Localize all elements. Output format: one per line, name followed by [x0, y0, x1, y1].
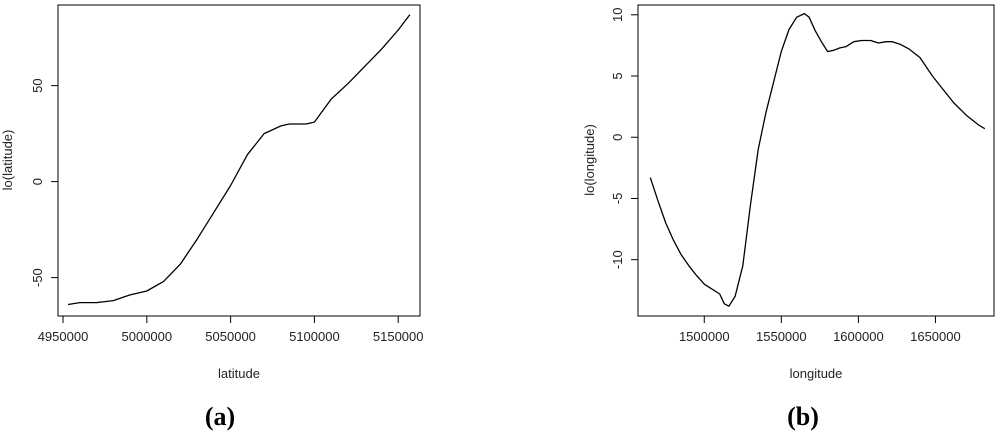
panel-a-x-tick-label: 5150000	[373, 329, 424, 344]
panel-b-x-tick-label: 1550000	[756, 329, 807, 344]
panel-a: 4950000 5000000 5050000 5100000 5150000 -50 0…	[0, 4, 424, 431]
panel-b-y-tick-label: 10	[610, 8, 625, 22]
panel-b-label: (b)	[787, 402, 819, 431]
panel-b-y-tick-label: -5	[610, 193, 625, 205]
panel-a-x-tick-label: 5050000	[205, 329, 256, 344]
panel-b: 1500000 1550000 1600000 1650000 -10 -5 0 5 10 l…	[582, 4, 995, 431]
panel-b-y-tick-label: -10	[610, 250, 625, 269]
panel-b-x-tick-label: 1600000	[833, 329, 884, 344]
panel-a-y-tick-label: -50	[30, 268, 45, 287]
panel-a-y-axis-title: lo(latitude)	[0, 130, 15, 191]
panel-b-curve	[649, 12, 986, 307]
panel-a-curve	[67, 14, 411, 306]
panel-b-x-axis: 1500000 1550000 1600000 1650000	[679, 315, 961, 344]
panel-a-x-tick-label: 5100000	[289, 329, 340, 344]
panel-a-x-tick-label: 4950000	[38, 329, 89, 344]
panel-b-y-tick-label: 5	[610, 72, 625, 79]
panel-b-y-tick-label: 0	[610, 134, 625, 141]
panel-a-y-tick-label: 50	[30, 78, 45, 92]
panel-a-x-tick-label: 5000000	[122, 329, 173, 344]
panel-b-x-tick-label: 1650000	[910, 329, 961, 344]
panel-b-x-axis-title: longitude	[790, 366, 843, 381]
panel-b-x-tick-label: 1500000	[679, 329, 730, 344]
panel-a-plot-frame	[57, 4, 421, 317]
panel-a-y-tick-label: 0	[30, 178, 45, 185]
panel-b-y-axis: -10 -5 0 5 10	[610, 8, 639, 269]
panel-a-x-axis-title: latitude	[218, 366, 260, 381]
panel-a-x-axis: 4950000 5000000 5050000 5100000 5150000	[38, 315, 424, 344]
panel-a-label: (a)	[205, 402, 235, 431]
panel-b-y-axis-title: lo(longitude)	[582, 124, 597, 196]
panel-a-y-axis: -50 0 50	[30, 78, 59, 287]
